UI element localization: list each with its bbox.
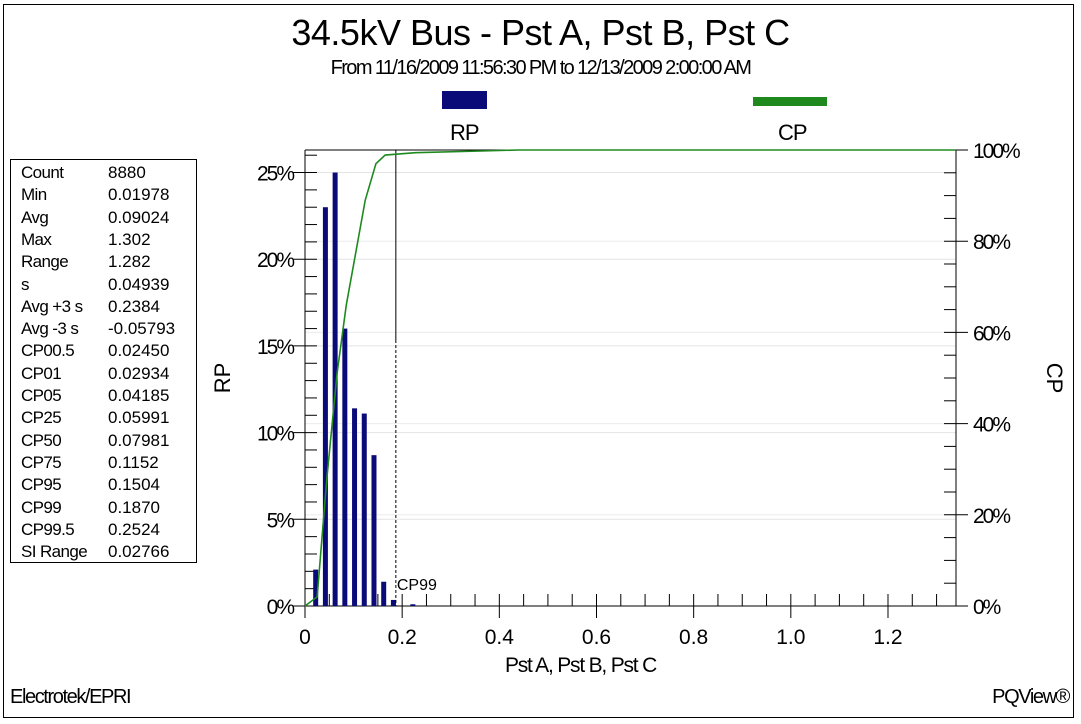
x-axis-label: Pst A, Pst B, Pst C bbox=[505, 654, 657, 677]
x-tick-label: 0.8 bbox=[679, 626, 708, 649]
footer-left: Electrotek/EPRI bbox=[10, 686, 132, 708]
rp-bar bbox=[410, 604, 416, 606]
legend-label-cp: CP bbox=[778, 120, 808, 145]
rp-bar bbox=[322, 207, 328, 606]
rp-bar bbox=[352, 408, 358, 606]
y2-tick-label: 20% bbox=[973, 505, 1010, 528]
stat-value: 0.09024 bbox=[108, 207, 170, 227]
y2-tick-label: 0% bbox=[973, 596, 1001, 619]
y-axis-label: RP bbox=[210, 363, 235, 394]
stat-value: 0.2524 bbox=[108, 519, 160, 539]
y-tick-label: 5% bbox=[267, 509, 295, 532]
legend-swatch-rp bbox=[442, 91, 487, 109]
x-tick-label: 1.0 bbox=[776, 626, 805, 649]
y-tick-label: 15% bbox=[257, 336, 294, 359]
stat-label: Avg +3 s bbox=[21, 296, 83, 316]
stat-value: 0.05991 bbox=[108, 408, 170, 428]
stat-label: Max bbox=[21, 229, 52, 249]
stat-label: CP95 bbox=[21, 475, 62, 495]
statistics-table: Count 8880 Min 0.01978 Avg 0.09024 Max 1.302 Ran… bbox=[10, 159, 197, 563]
legend-swatch-cp bbox=[753, 97, 827, 106]
chart-frame bbox=[3, 4, 1074, 718]
rp-bar bbox=[381, 581, 387, 606]
x-tick-label: 1.2 bbox=[873, 626, 902, 649]
stat-label: s bbox=[21, 274, 30, 294]
rp-bar bbox=[342, 328, 348, 606]
rp-bar bbox=[361, 413, 367, 606]
footer-right: PQView® bbox=[992, 686, 1070, 708]
x-tick-label: 0.2 bbox=[388, 626, 417, 649]
stat-value: 0.07981 bbox=[108, 430, 170, 450]
y-tick-label: 25% bbox=[257, 163, 294, 186]
stat-label: Min bbox=[21, 185, 47, 205]
stat-value: -0.05793 bbox=[108, 319, 176, 339]
chart-title: 34.5kV Bus - Pst A, Pst B, Pst C bbox=[291, 12, 790, 53]
stat-value: 0.02934 bbox=[108, 363, 170, 383]
stat-label: Range bbox=[21, 252, 69, 272]
stat-value: 0.02450 bbox=[108, 341, 170, 361]
stat-label: CP25 bbox=[21, 408, 62, 428]
stat-label: Avg bbox=[21, 207, 49, 227]
stat-label: CP05 bbox=[21, 386, 62, 405]
stat-label: CP75 bbox=[21, 452, 62, 472]
stat-label: CP99.5 bbox=[21, 519, 75, 539]
rp-bar bbox=[371, 455, 377, 606]
y2-axis-label: CP bbox=[1042, 363, 1067, 394]
rp-bar bbox=[313, 569, 319, 606]
x-tick-label: 0.4 bbox=[485, 626, 515, 649]
legend-label-rp: RP bbox=[450, 120, 480, 145]
stat-value: 0.1152 bbox=[108, 452, 159, 472]
stat-label: CP99 bbox=[21, 497, 62, 517]
x-tick-label: 0 bbox=[299, 626, 311, 649]
chart-subtitle: From 11/16/2009 11:56:30 PM to 12/13/200… bbox=[330, 57, 752, 79]
y-tick-label: 0% bbox=[267, 596, 295, 619]
stat-value: 0.2384 bbox=[108, 296, 160, 316]
stat-value: 8880 bbox=[108, 163, 146, 182]
stat-label: CP01 bbox=[21, 363, 62, 383]
y-tick-label: 20% bbox=[257, 249, 294, 272]
stat-value: 0.01978 bbox=[108, 185, 170, 205]
y-tick-label: 10% bbox=[257, 423, 294, 446]
stat-label: SI Range bbox=[21, 542, 88, 562]
y2-tick-label: 100% bbox=[973, 140, 1020, 163]
stat-label: Count bbox=[21, 163, 64, 182]
x-tick-label: 0.6 bbox=[582, 626, 611, 649]
stat-value: 1.282 bbox=[108, 252, 151, 272]
cp99-label: CP99 bbox=[397, 577, 437, 594]
y2-tick-label: 40% bbox=[973, 414, 1010, 437]
y2-tick-label: 60% bbox=[973, 322, 1010, 345]
stat-value: 0.04939 bbox=[108, 274, 170, 294]
stat-value: 0.02766 bbox=[108, 542, 170, 562]
stat-value: 0.04185 bbox=[108, 386, 170, 405]
stat-value: 1.302 bbox=[108, 229, 151, 249]
stat-value: 0.1504 bbox=[108, 475, 160, 495]
cp-line bbox=[304, 149, 956, 607]
y2-tick-label: 80% bbox=[973, 231, 1010, 254]
rp-bar bbox=[390, 599, 396, 606]
stat-label: CP50 bbox=[21, 430, 62, 450]
stat-value: 0.1870 bbox=[108, 497, 160, 517]
stat-label: Avg -3 s bbox=[21, 319, 79, 339]
stat-label: CP00.5 bbox=[21, 341, 75, 361]
